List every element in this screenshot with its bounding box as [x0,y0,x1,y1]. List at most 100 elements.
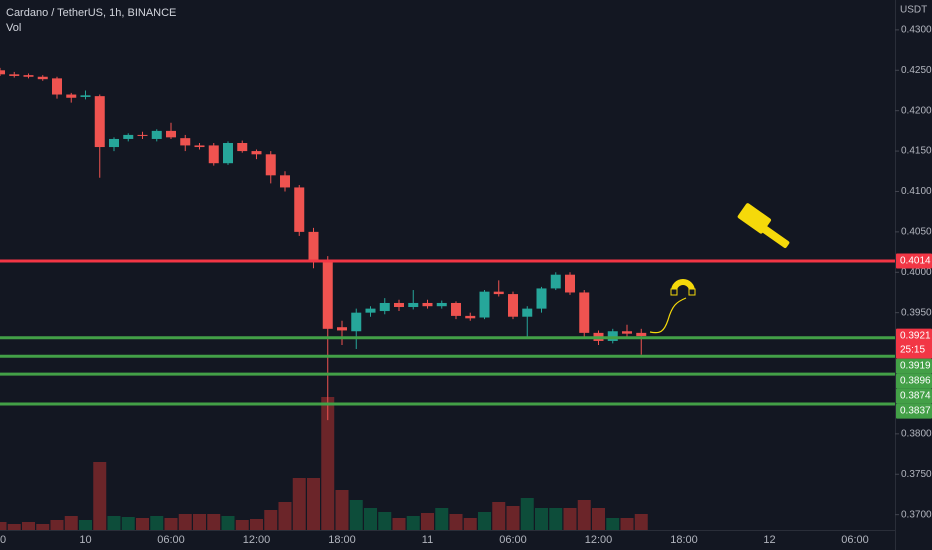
candle-body [479,291,490,318]
price-tag [896,328,932,359]
candle-body [237,143,248,152]
volume-bar [7,524,21,530]
candle-body [280,175,290,188]
y-tick-label: 0.3800 [901,428,932,439]
candle-body [0,70,5,75]
candle-body [436,302,447,307]
magnet-body [671,279,695,291]
volume-bar [193,514,206,530]
volume-bar [435,508,449,530]
price-tag [896,358,932,374]
unit-label: USDT [900,5,927,16]
candle-body [522,308,533,317]
volume-bar [164,518,178,530]
y-tick-label: 0.4050 [901,227,932,238]
x-tick-label: 10 [79,534,91,546]
volume-bar [449,514,463,530]
candle-body [636,332,647,337]
candle-body [66,94,77,98]
candle-body [151,130,162,139]
volume-bar [178,514,192,530]
x-tick-label: 11 [422,534,433,546]
volume-bar [278,502,292,530]
price-tag [896,253,932,269]
y-tick-label: 0.4100 [901,186,932,197]
volume-bar [406,516,420,530]
price-tag-label: 0.3896 [900,376,931,387]
price-tag-label: 0.3874 [900,391,931,402]
volume-bar [107,516,121,530]
volume-bar [250,519,263,530]
magnet-pole [670,288,678,296]
volume-bar [335,490,349,530]
candle-body [52,78,62,95]
price-tag [896,388,932,404]
candle-body [394,302,404,308]
chart-title: Cardano / TetherUS, 1h, BINANCE [6,7,176,19]
x-tick-label: 12 [763,534,775,546]
candle-body [223,143,233,164]
candle-body [194,145,205,148]
magnet-drawing [670,279,696,296]
volume-label: Vol [6,22,21,34]
volume-bar [520,498,534,530]
candle-body [607,331,618,341]
price-tag [896,373,932,389]
candle-body [579,292,590,333]
volume-bar [606,518,620,530]
plot: 0.4300 0.4250 0.4200 0.4150 0.4100 0.4050 0.40… [0,25,932,546]
y-tick-label: 0.4000 [901,267,932,278]
volume-bar [421,513,434,530]
volume-bar [535,508,548,530]
volume-bar [221,516,235,530]
x-tick-label: 18:00 [670,534,698,546]
hammer-handle [756,222,790,248]
candle-body [94,96,105,148]
candle-body [166,130,176,138]
price-tag-label: 0.3921 [900,331,931,342]
candle-body [451,302,461,316]
volume-bar [634,514,648,530]
hammer-drawing [737,203,790,248]
x-tick-label: 06:00 [841,534,869,546]
candle-body [123,134,134,139]
volume-bar [492,502,506,530]
candle-body [337,327,347,331]
volume-bar [264,510,278,530]
volume-bar [392,518,406,530]
volume-bar [235,520,249,530]
y-tick-label: 0.3700 [901,509,932,520]
x-tick-label: 06:00 [499,534,527,546]
magnet-curve [649,297,687,334]
volume-bar [64,516,78,530]
volume-bar [150,516,164,530]
candle-body [109,138,119,148]
x-tick-label: 18:00 [328,534,356,546]
volume-bar [478,512,491,530]
candle-body [137,134,148,136]
y-tick-label: 0.4300 [901,25,932,36]
price-tag [896,403,932,419]
candle-body [508,294,518,317]
volume-bar [506,506,520,530]
candle-body [465,315,476,319]
candle-body [422,302,433,307]
magnet-pole [688,288,696,296]
candle-body [379,302,390,312]
candle-body [536,288,547,309]
volume-bar [121,517,135,530]
price-tag-label: 0.3837 [900,406,931,417]
candle-body [23,75,34,77]
volume-bar [378,512,392,530]
volume-bar [620,518,634,530]
y-tick-label: 0.4250 [901,65,932,76]
candle-body [351,312,362,332]
price-tag-label: 0.4014 [900,256,931,267]
candle-body [37,76,48,80]
y-tick-label: 0.4150 [901,146,932,157]
volume-bar [349,500,363,530]
candle-body [365,308,376,313]
